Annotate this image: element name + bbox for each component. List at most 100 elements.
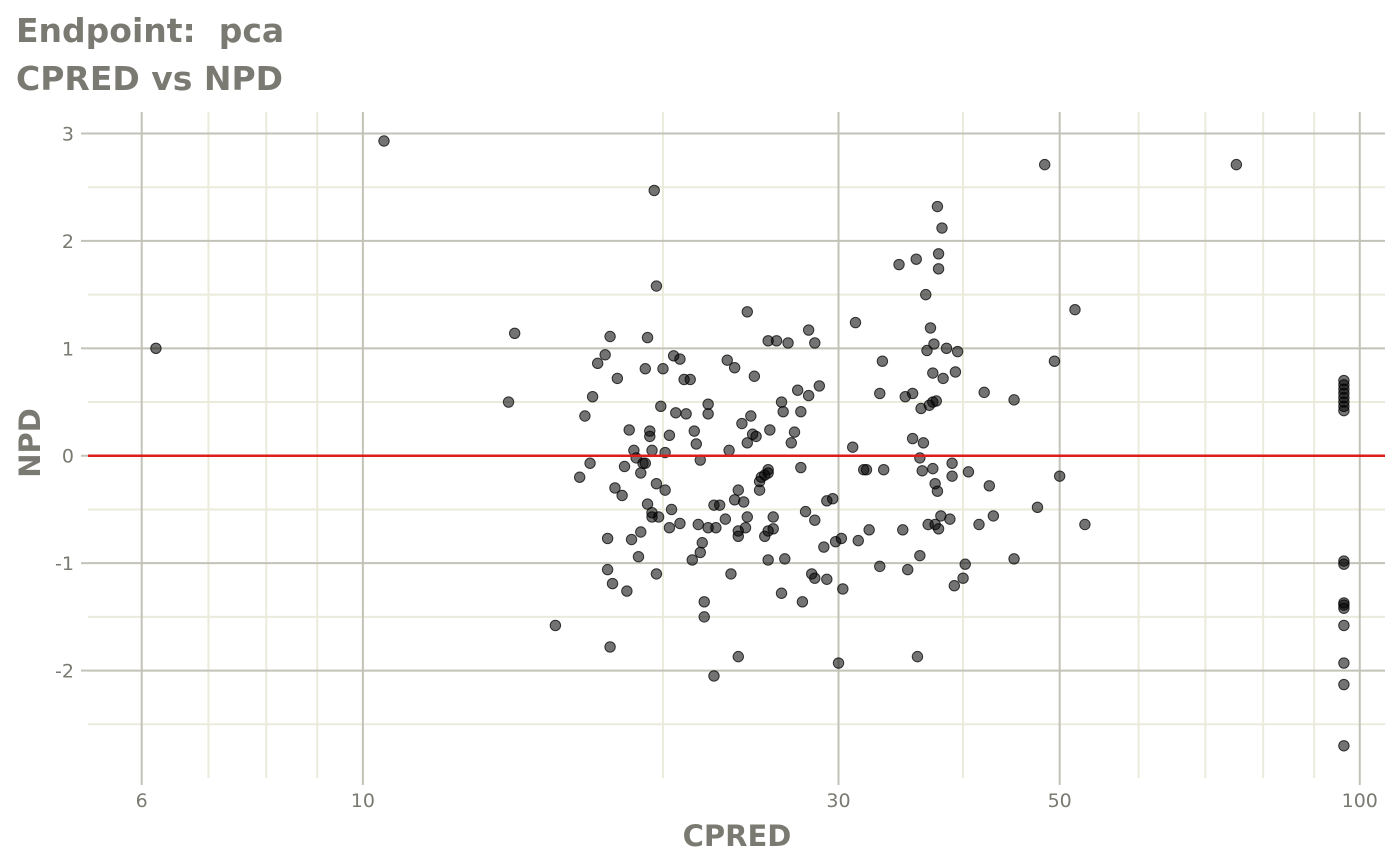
data-point bbox=[741, 437, 753, 449]
y-tick-label: 0 bbox=[62, 446, 74, 468]
data-point bbox=[948, 580, 961, 592]
data-point bbox=[849, 316, 862, 329]
data-points bbox=[150, 135, 1350, 752]
data-point bbox=[906, 432, 919, 445]
data-point bbox=[1338, 619, 1350, 632]
data-point bbox=[1069, 303, 1081, 316]
data-point bbox=[621, 585, 633, 597]
data-point bbox=[648, 184, 660, 197]
data-point bbox=[670, 407, 682, 419]
data-point bbox=[821, 573, 833, 585]
data-point bbox=[378, 135, 390, 147]
data-point bbox=[601, 532, 614, 545]
data-point bbox=[606, 577, 619, 590]
data-point bbox=[795, 406, 807, 418]
data-point bbox=[1008, 553, 1020, 565]
data-point bbox=[813, 380, 826, 392]
y-tick-label: -1 bbox=[55, 553, 74, 575]
data-point bbox=[1338, 657, 1350, 669]
y-tick-label: -2 bbox=[55, 661, 74, 683]
data-point bbox=[639, 363, 651, 375]
data-point bbox=[777, 406, 789, 418]
data-point bbox=[738, 496, 750, 508]
x-tick-label: 10 bbox=[351, 790, 375, 812]
data-point bbox=[932, 263, 945, 275]
data-point bbox=[847, 441, 859, 453]
data-point bbox=[623, 424, 635, 436]
data-point bbox=[745, 410, 757, 422]
x-axis-title: CPRED bbox=[683, 819, 792, 853]
data-point bbox=[940, 342, 953, 355]
data-point bbox=[688, 425, 700, 437]
data-point bbox=[906, 387, 919, 400]
data-point bbox=[692, 518, 704, 531]
data-point bbox=[690, 438, 702, 450]
y-tick-label: 1 bbox=[62, 338, 74, 360]
data-point bbox=[1338, 404, 1350, 417]
data-point bbox=[650, 280, 663, 292]
data-point bbox=[762, 554, 774, 566]
data-point bbox=[650, 568, 663, 580]
data-point bbox=[1031, 501, 1044, 514]
data-point bbox=[920, 288, 932, 301]
data-point bbox=[949, 366, 962, 378]
data-point bbox=[586, 390, 599, 403]
data-point bbox=[902, 563, 914, 576]
data-point bbox=[1048, 355, 1061, 367]
data-point bbox=[921, 344, 933, 357]
data-point bbox=[1038, 158, 1051, 171]
data-point bbox=[973, 518, 985, 531]
data-point bbox=[837, 583, 849, 595]
data-point bbox=[723, 444, 735, 457]
data-point bbox=[549, 619, 562, 632]
data-point bbox=[641, 331, 654, 344]
data-point bbox=[809, 514, 821, 526]
data-point bbox=[1338, 558, 1350, 570]
data-point bbox=[770, 335, 783, 347]
data-point bbox=[702, 398, 714, 410]
chart-title-line-2: CPRED vs NPD bbox=[16, 59, 284, 98]
data-point bbox=[983, 480, 996, 492]
data-point bbox=[657, 363, 669, 375]
data-point bbox=[897, 524, 909, 536]
data-point bbox=[928, 338, 940, 350]
data-point bbox=[962, 466, 975, 478]
data-point bbox=[732, 650, 744, 663]
data-point bbox=[762, 464, 774, 476]
data-point bbox=[698, 611, 710, 623]
y-tick-label: 3 bbox=[62, 123, 74, 145]
data-point bbox=[1230, 158, 1243, 171]
data-point bbox=[931, 485, 944, 497]
data-point bbox=[652, 511, 665, 523]
data-point bbox=[1008, 394, 1020, 406]
data-point bbox=[696, 537, 708, 549]
data-point bbox=[655, 400, 667, 413]
data-point bbox=[659, 484, 671, 496]
data-point bbox=[1053, 470, 1066, 482]
data-point bbox=[635, 467, 647, 479]
data-point bbox=[741, 306, 753, 318]
data-point bbox=[665, 503, 678, 516]
data-point bbox=[750, 430, 762, 443]
data-point bbox=[931, 200, 944, 213]
data-point bbox=[782, 337, 794, 349]
data-point bbox=[618, 460, 631, 473]
data-point bbox=[1338, 678, 1350, 691]
data-point bbox=[788, 426, 801, 438]
x-tick-label: 30 bbox=[826, 790, 850, 812]
data-point bbox=[852, 534, 864, 547]
x-tick-label: 100 bbox=[1342, 790, 1378, 812]
data-point bbox=[741, 511, 753, 523]
data-point bbox=[779, 553, 791, 565]
x-tick-label: 50 bbox=[1048, 790, 1072, 812]
data-point bbox=[876, 355, 889, 367]
data-point bbox=[694, 546, 706, 559]
data-point bbox=[674, 353, 686, 365]
data-point bbox=[957, 572, 969, 584]
data-point bbox=[684, 373, 696, 386]
data-point bbox=[927, 462, 939, 475]
data-point bbox=[791, 384, 804, 396]
data-point bbox=[616, 489, 628, 502]
data-point bbox=[914, 549, 926, 562]
data-point bbox=[663, 522, 676, 534]
